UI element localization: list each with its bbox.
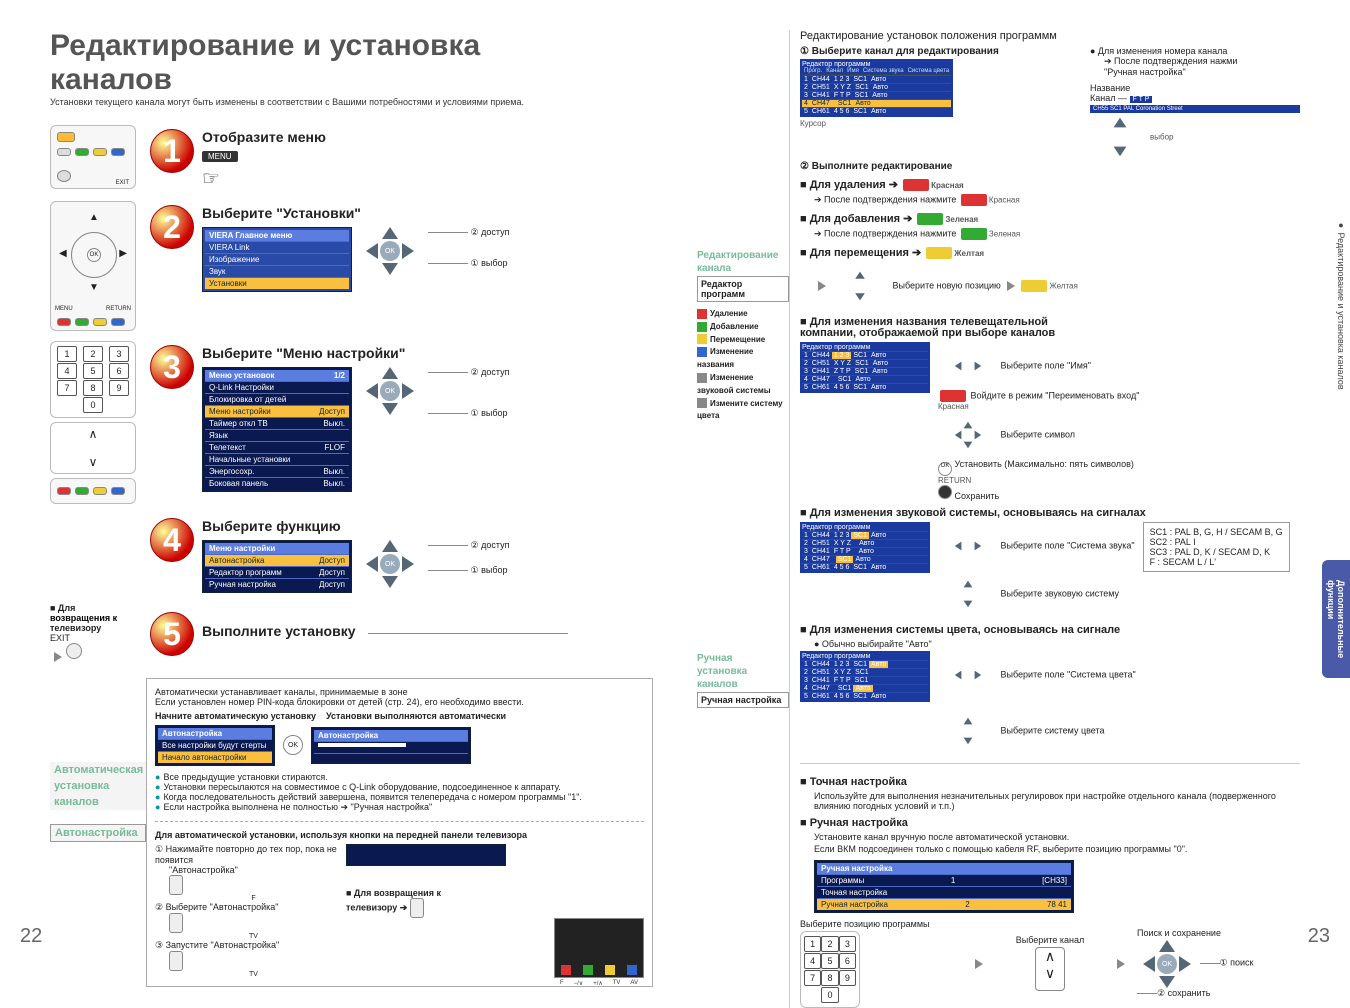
dpad-icon: OK — [366, 227, 414, 275]
do-edit-heading: ② Выполните редактирование — [800, 161, 952, 172]
dpad-icon: OK — [366, 540, 414, 588]
side-tab-section: Дополнительныефункции — [1322, 560, 1350, 678]
step-3: 123 456 789 .0. ∧∨ 3 Выберите "Меню наст… — [50, 341, 653, 504]
step-3-heading: Выберите "Меню настройки" — [202, 345, 653, 361]
page-left: Редактирование и установка каналов Устан… — [0, 0, 675, 954]
step-5-heading: Выполните установку — [202, 623, 356, 639]
remote-keypad: 123 456 789 .0. — [50, 341, 136, 418]
auto-setup-box: Автоматически устанавливает каналы, прин… — [146, 678, 653, 987]
page-number-right: 23 — [1308, 925, 1330, 948]
step-2: OK ▲ ▼ ◀ ▶ MENU RETURN 2 Выберите "Устан… — [50, 201, 653, 331]
step-4-heading: Выберите функцию — [202, 518, 653, 534]
sound-system-codes: SC1 : PAL B, G, H / SECAM B, G SC2 : PAL… — [1143, 522, 1290, 572]
right-content: Редактирование установок положения прогр… — [789, 30, 1300, 1008]
step-1: EXIT 1 Отобразите меню MENU ☞ — [50, 125, 653, 191]
remote-mock: EXIT — [50, 125, 136, 189]
page-title-2: каналов — [50, 64, 653, 96]
settings-menu-mock: Меню установок1/2 Q-Link Настройки Блоки… — [202, 367, 352, 492]
section-title: Редактирование установок положения прогр… — [800, 30, 1300, 42]
program-table: Редактор программм Прогр.КаналИмяСистема… — [800, 59, 953, 117]
menu-button-label: MENU — [202, 151, 238, 162]
step-1-heading: Отобразите меню — [202, 129, 653, 145]
side-auto-box: Автонастройка — [50, 824, 146, 842]
step-4: 4 Выберите функцию Меню настройки Автона… — [50, 514, 653, 593]
tune-menu-mock: Меню настройки АвтонастройкаДоступ Редак… — [202, 540, 352, 593]
page-right: Редактирование канала Редактор программ … — [675, 0, 1350, 954]
manual-tune-mock: Ручная настройка Программы1[CH33] Точная… — [814, 860, 1074, 913]
remote-nav-mock: OK ▲ ▼ ◀ ▶ MENU RETURN — [50, 201, 136, 331]
side-auto-3: каналов — [50, 794, 146, 810]
step-number-4: 4 — [150, 518, 194, 562]
page-title-1: Редактирование и установка — [50, 30, 653, 62]
side-tab-topic: ● Редактирование и установка каналов — [1332, 200, 1350, 410]
step-2-heading: Выберите "Установки" — [202, 205, 653, 221]
side-auto-1: Автоматическая — [50, 762, 146, 778]
right-side-column: Редактирование канала Редактор программ … — [697, 30, 789, 1008]
side-auto-2: установка — [50, 778, 146, 794]
step-5: ■ Для возвращения к телевизору EXIT 5 Вы… — [50, 603, 653, 662]
panel-heading: Для автоматической установки, используя … — [155, 830, 527, 840]
page-subtitle: Установки текущего канала могут быть изм… — [50, 97, 653, 107]
page-number-left: 22 — [20, 925, 42, 948]
main-menu-mock: VIERA Главное меню VIERA Link Изображени… — [202, 227, 352, 292]
dpad-icon: OK — [366, 367, 414, 415]
